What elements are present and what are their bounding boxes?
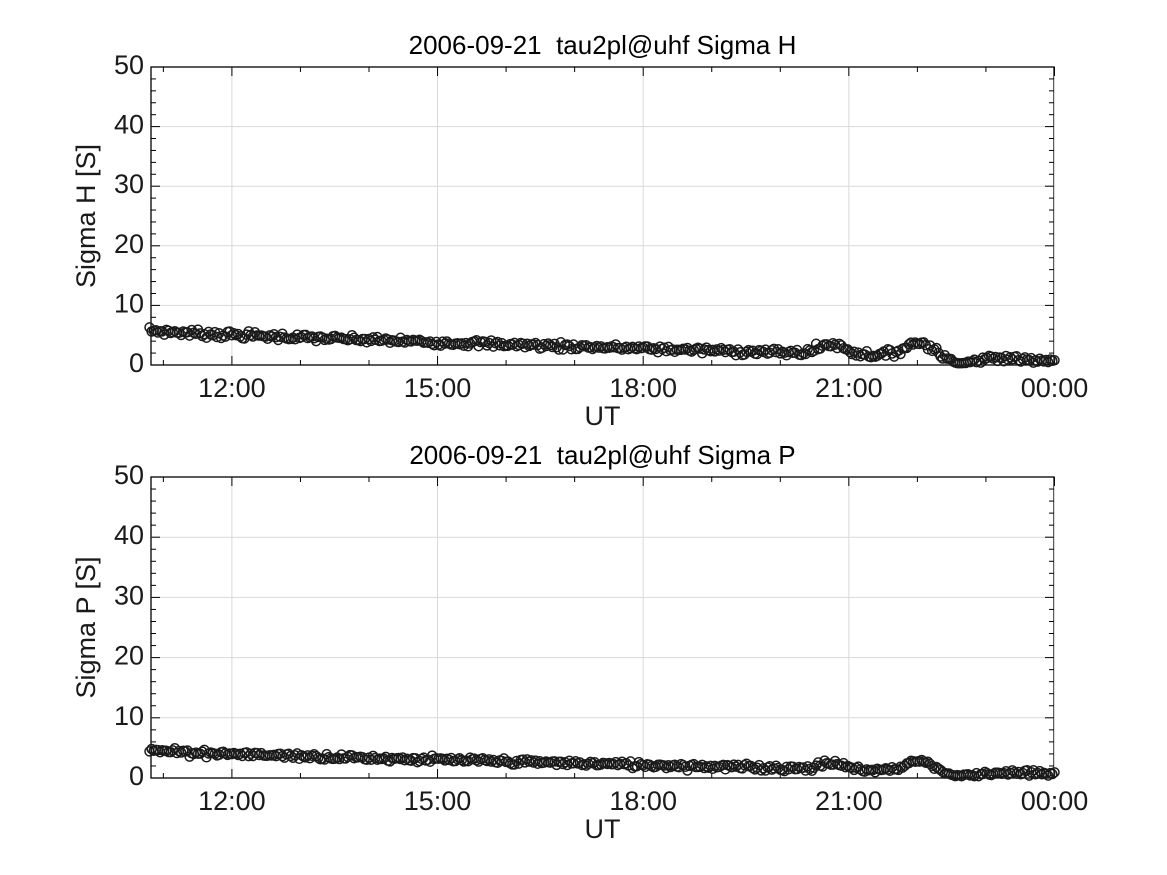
svg-text:12:00: 12:00 [198, 373, 266, 403]
svg-text:40: 40 [114, 520, 144, 550]
svg-text:21:00: 21:00 [815, 373, 883, 403]
svg-text:12:00: 12:00 [198, 786, 266, 816]
svg-text:UT: UT [585, 814, 621, 844]
svg-text:UT: UT [585, 401, 621, 431]
svg-text:15:00: 15:00 [404, 786, 472, 816]
svg-text:30: 30 [114, 580, 144, 610]
svg-text:10: 10 [114, 288, 144, 318]
svg-text:18:00: 18:00 [609, 373, 677, 403]
svg-text:00:00: 00:00 [1021, 373, 1089, 403]
svg-text:21:00: 21:00 [815, 786, 883, 816]
svg-text:10: 10 [114, 701, 144, 731]
svg-text:2006-09-21 tau2pl@uhf Sigma H: 2006-09-21 tau2pl@uhf Sigma H [409, 30, 797, 60]
svg-text:50: 50 [114, 50, 144, 80]
svg-text:40: 40 [114, 110, 144, 140]
svg-text:50: 50 [114, 460, 144, 490]
svg-text:2006-09-21 tau2pl@uhf Sigma P: 2006-09-21 tau2pl@uhf Sigma P [409, 440, 795, 470]
svg-text:0: 0 [129, 348, 144, 378]
svg-text:0: 0 [129, 761, 144, 791]
svg-text:15:00: 15:00 [404, 373, 472, 403]
svg-text:20: 20 [114, 641, 144, 671]
svg-text:18:00: 18:00 [609, 786, 677, 816]
svg-text:00:00: 00:00 [1021, 786, 1089, 816]
svg-text:30: 30 [114, 169, 144, 199]
svg-text:Sigma P [S]: Sigma P [S] [71, 556, 101, 698]
svg-text:Sigma H [S]: Sigma H [S] [71, 144, 101, 288]
svg-text:20: 20 [114, 229, 144, 259]
